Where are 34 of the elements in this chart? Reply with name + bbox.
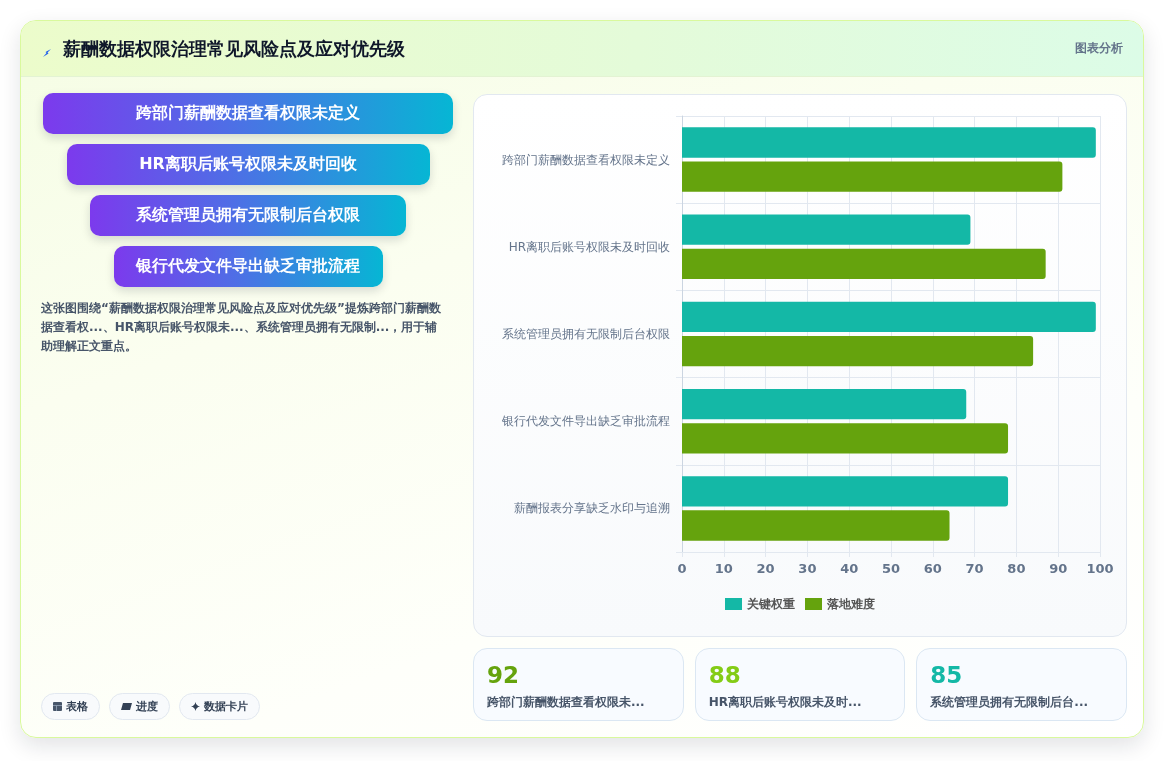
y-tick-label: 跨部门薪酬数据查看权限未定义 (502, 152, 670, 167)
text: 85 (930, 661, 964, 689)
text: 进度 (136, 699, 158, 714)
x-tick-label: 0 (677, 561, 687, 576)
legend-label: 落地难度 (826, 597, 875, 611)
x-tick-label: 100 (1086, 561, 1114, 576)
category-label: 跨部门薪酬数据查看权限未定义 (43, 93, 453, 134)
text: 这张图围绕“薪酬数据权限治理常见风险点及应对优先级”提炼跨部门薪酬数据查看权...、HR离职后账号权限未...、系统管理员拥有无限制...，用于辅助理解正文重点。 (41, 300, 442, 355)
x-tick-label: 60 (923, 561, 942, 576)
x-tick-label: 10 (714, 561, 733, 576)
y-tick-label: HR离职后账号权限未及时回收 (508, 239, 670, 254)
x-tick-label: 90 (1049, 561, 1068, 576)
category-label: 系统管理员拥有无限制后台权限 (90, 195, 406, 236)
text: 92 (487, 661, 520, 689)
legend-label: 关键权重 (746, 597, 795, 611)
y-tick-label: 银行代发文件导出缺乏审批流程 (501, 414, 670, 429)
text: 跨部门薪酬数据查看权限未... (487, 694, 646, 711)
text: 表格 (66, 699, 88, 714)
text: HR离职后账号权限未及时... (708, 694, 863, 711)
x-tick-label: 70 (965, 561, 984, 576)
text: 88 (708, 661, 742, 689)
x-tick-label: 40 (840, 561, 859, 576)
y-tick-label: 薪酬报表分享缺乏水印与追溯 (514, 501, 670, 516)
text: 图表分析 (1075, 40, 1123, 57)
text: 系统管理员拥有无限制后台... (930, 694, 1090, 711)
text: 薪酬数据权限治理常见风险点及应对优先级 (63, 37, 405, 61)
y-tick-label: 系统管理员拥有无限制后台权限 (502, 327, 670, 341)
text: 数据卡片 (204, 699, 248, 714)
x-tick-label: 20 (756, 561, 775, 576)
x-tick-label: 30 (798, 561, 817, 576)
category-label: 银行代发文件导出缺乏审批流程 (113, 246, 383, 287)
x-tick-label: 50 (881, 561, 901, 576)
x-tick-label: 80 (1007, 561, 1026, 576)
category-label: HR离职后账号权限未及时回收 (66, 144, 430, 185)
